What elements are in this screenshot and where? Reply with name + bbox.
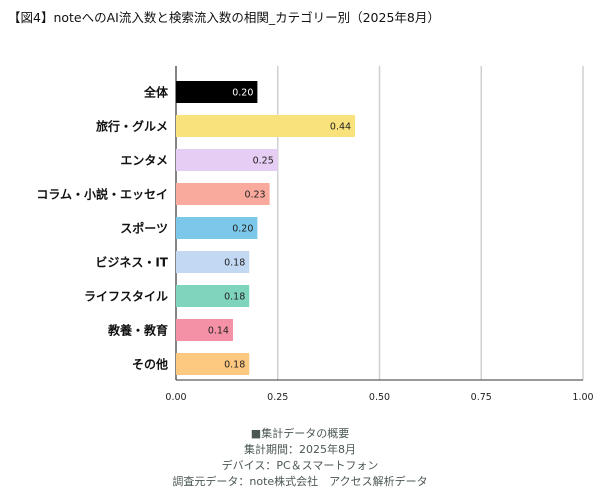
category-label: コラム・小説・エッセイ [36, 187, 168, 202]
bar [176, 81, 258, 103]
category-label: ライフスタイル [84, 290, 168, 304]
category-label: 旅行・グルメ [96, 119, 168, 134]
x-tick-label: 1.00 [572, 392, 593, 403]
chart-title: 【図4】noteへのAI流入数と検索流入数の相関_カテゴリー別（2025年8月） [8, 10, 440, 25]
data-label: 0.14 [208, 326, 229, 337]
category-label: スポーツ [120, 221, 168, 236]
data-label: 0.20 [232, 88, 253, 99]
x-tick-label: 0.75 [471, 392, 492, 403]
x-tick-label: 0.25 [267, 392, 288, 403]
bar [176, 353, 250, 375]
bar [176, 217, 258, 239]
data-label: 0.18 [224, 258, 245, 269]
bar-chart: 0.00 0.25 0.50 0.75 1.00 0.20 全体 0.44 旅行・グルメ 0.25… [36, 66, 594, 403]
x-tick-label: 0.50 [369, 392, 390, 403]
data-label: 0.23 [244, 190, 265, 201]
data-label: 0.18 [224, 292, 245, 303]
data-label: 0.44 [330, 122, 351, 133]
bar [176, 319, 233, 341]
bar [176, 251, 250, 273]
data-label: 0.25 [253, 156, 274, 167]
notes: ■集計データの概要 集計期間：2025年8月 デバイス：PC＆スマートフォン 調… [0, 426, 600, 490]
note-line: ■集計データの概要 [250, 427, 350, 440]
category-label: 全体 [143, 85, 169, 100]
category-label: エンタメ [120, 154, 168, 168]
note-line: 調査元データ：note株式会社 アクセス解析データ [172, 475, 428, 488]
data-label: 0.18 [224, 360, 245, 371]
note-line: デバイス：PC＆スマートフォン [221, 459, 379, 472]
data-label: 0.20 [232, 224, 253, 235]
bar [176, 183, 270, 205]
bar [176, 149, 278, 171]
note-line: 集計期間：2025年8月 [244, 443, 356, 456]
bar [176, 285, 250, 307]
x-tick-label: 0.00 [165, 392, 186, 403]
category-label: 教養・教育 [107, 323, 168, 338]
category-label: その他 [132, 357, 168, 372]
bar [176, 115, 356, 137]
category-label: ビジネス・IT [95, 255, 168, 270]
